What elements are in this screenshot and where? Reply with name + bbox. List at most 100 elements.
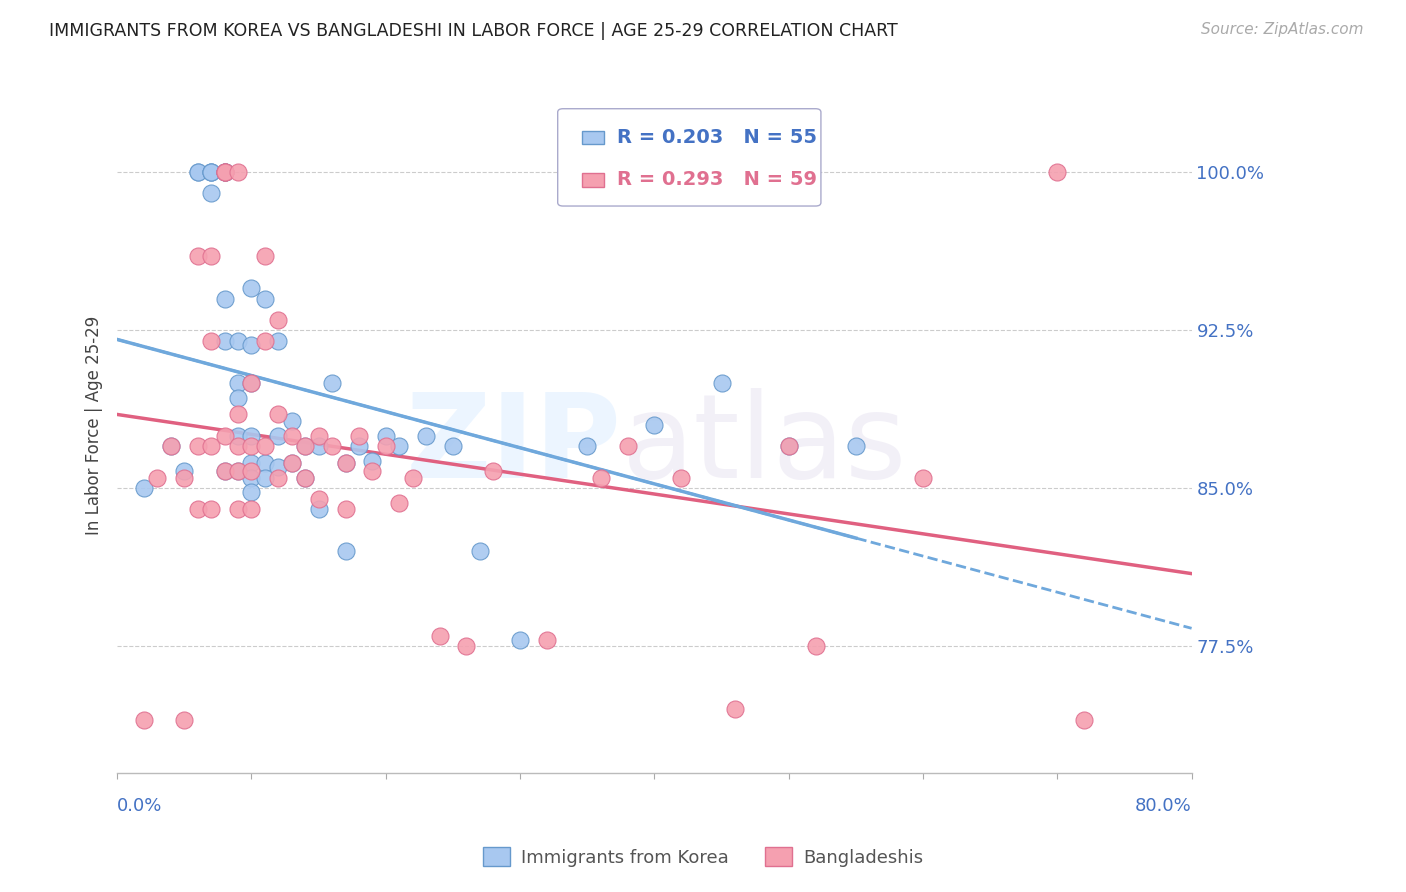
Point: [253, 334, 276, 348]
FancyBboxPatch shape: [558, 109, 821, 206]
Point: [214, 165, 236, 179]
Point: [401, 470, 423, 484]
Point: [200, 165, 222, 179]
Point: [671, 470, 693, 484]
Point: [321, 376, 343, 390]
Point: [281, 456, 304, 470]
Point: [804, 639, 827, 653]
Point: [240, 464, 263, 478]
Point: [294, 470, 316, 484]
Point: [267, 408, 290, 422]
Point: [226, 464, 249, 478]
Point: [200, 502, 222, 516]
Point: [589, 470, 612, 484]
Point: [778, 439, 800, 453]
Point: [335, 456, 357, 470]
Point: [1046, 165, 1069, 179]
Point: [240, 456, 263, 470]
Point: [187, 165, 209, 179]
Point: [226, 376, 249, 390]
Point: [240, 485, 263, 500]
Point: [509, 632, 531, 647]
Point: [200, 439, 222, 453]
Point: [160, 439, 183, 453]
Point: [226, 502, 249, 516]
Point: [226, 464, 249, 478]
Point: [388, 439, 411, 453]
Point: [160, 439, 183, 453]
Point: [281, 414, 304, 428]
Point: [267, 470, 290, 484]
Point: [226, 439, 249, 453]
Point: [187, 439, 209, 453]
Point: [226, 408, 249, 422]
Point: [1073, 713, 1095, 727]
Point: [361, 464, 384, 478]
Point: [200, 165, 222, 179]
Point: [441, 439, 464, 453]
Point: [214, 165, 236, 179]
Point: [724, 702, 747, 716]
Point: [132, 481, 155, 495]
Point: [240, 439, 263, 453]
Point: [253, 292, 276, 306]
Point: [308, 428, 330, 442]
Point: [643, 417, 665, 432]
Point: [226, 165, 249, 179]
Point: [214, 165, 236, 179]
Point: [214, 292, 236, 306]
Point: [214, 334, 236, 348]
Point: [335, 502, 357, 516]
Point: [226, 334, 249, 348]
Point: [429, 629, 451, 643]
Point: [347, 428, 370, 442]
Point: [267, 460, 290, 475]
Point: [200, 334, 222, 348]
Text: 0.0%: 0.0%: [117, 797, 163, 815]
Point: [200, 165, 222, 179]
Point: [240, 338, 263, 352]
Point: [468, 544, 491, 558]
Point: [267, 334, 290, 348]
Point: [482, 464, 505, 478]
Point: [214, 165, 236, 179]
Text: 80.0%: 80.0%: [1135, 797, 1192, 815]
Text: R = 0.203   N = 55: R = 0.203 N = 55: [617, 128, 817, 147]
Y-axis label: In Labor Force | Age 25-29: In Labor Force | Age 25-29: [86, 316, 103, 534]
Point: [294, 470, 316, 484]
Point: [710, 376, 733, 390]
Point: [146, 470, 169, 484]
Point: [214, 428, 236, 442]
Text: R = 0.293   N = 59: R = 0.293 N = 59: [617, 170, 817, 189]
Point: [321, 439, 343, 453]
Text: ZIP: ZIP: [406, 388, 623, 503]
Point: [214, 464, 236, 478]
Point: [214, 165, 236, 179]
Point: [536, 632, 558, 647]
Point: [267, 312, 290, 326]
FancyBboxPatch shape: [582, 130, 605, 145]
Point: [281, 428, 304, 442]
FancyBboxPatch shape: [582, 173, 605, 187]
Point: [240, 281, 263, 295]
Point: [388, 496, 411, 510]
Point: [132, 713, 155, 727]
Point: [267, 428, 290, 442]
Point: [240, 376, 263, 390]
Point: [361, 454, 384, 468]
Point: [200, 250, 222, 264]
Point: [294, 439, 316, 453]
Point: [240, 470, 263, 484]
Legend: Immigrants from Korea, Bangladeshis: Immigrants from Korea, Bangladeshis: [475, 840, 931, 874]
Point: [374, 428, 396, 442]
Point: [294, 439, 316, 453]
Point: [845, 439, 868, 453]
Point: [226, 428, 249, 442]
Point: [347, 439, 370, 453]
Point: [456, 639, 478, 653]
Point: [253, 456, 276, 470]
Point: [374, 439, 396, 453]
Text: atlas: atlas: [623, 388, 907, 503]
Point: [200, 186, 222, 201]
Point: [187, 502, 209, 516]
